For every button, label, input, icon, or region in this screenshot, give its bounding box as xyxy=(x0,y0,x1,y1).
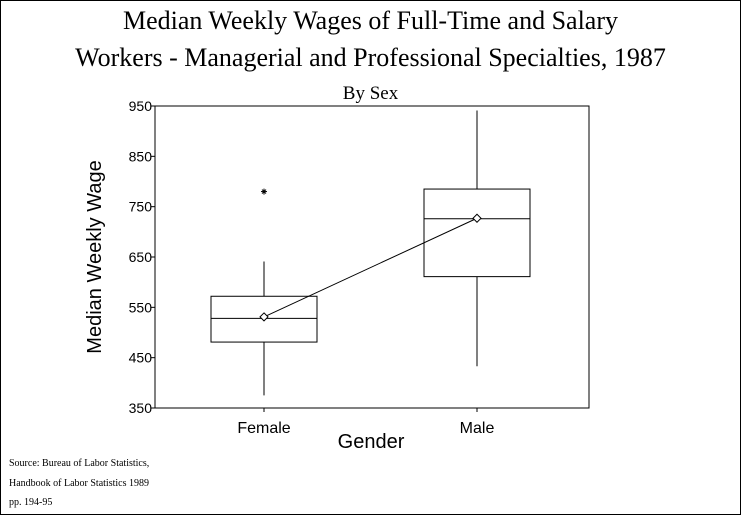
y-tick-label: 550 xyxy=(129,299,153,315)
y-tick-label: 850 xyxy=(129,148,153,164)
box-female xyxy=(210,188,318,396)
x-tick-label-male: Male xyxy=(460,420,495,437)
chart-title-line-1: Median Weekly Wages of Full-Time and Sal… xyxy=(122,6,619,35)
mean-marker-male xyxy=(472,213,482,223)
box-male xyxy=(423,110,531,367)
source-line-3: pp. 194-95 xyxy=(9,497,53,508)
y-tick-label: 650 xyxy=(129,249,153,265)
x-tick-label-female: Female xyxy=(237,420,290,437)
boxes xyxy=(210,110,531,396)
source-line-1: Source: Bureau of Labor Statistics, xyxy=(9,458,150,469)
mean-connector xyxy=(259,213,482,322)
mean-line xyxy=(263,217,478,318)
y-tick-label: 350 xyxy=(129,400,153,416)
x-axis-ticks: Female Male xyxy=(237,408,494,437)
y-tick-label: 950 xyxy=(129,98,153,114)
y-axis-title: Median Weekly Wage xyxy=(84,160,106,353)
outlier-marker xyxy=(261,188,267,195)
y-axis-ticks: 350 450 550 650 750 850 950 xyxy=(129,98,155,416)
y-tick-label: 750 xyxy=(129,199,153,215)
plot-area xyxy=(154,105,590,409)
source-line-2: Handbook of Labor Statistics 1989 xyxy=(9,478,149,489)
mean-marker-female xyxy=(259,312,269,322)
box-iqr xyxy=(210,295,318,343)
x-axis-title: Gender xyxy=(338,431,405,453)
y-tick-label: 450 xyxy=(129,350,153,366)
chart-title-line-2: Workers - Managerial and Professional Sp… xyxy=(75,43,666,72)
box-iqr xyxy=(423,188,531,278)
outlier-stroke xyxy=(261,189,267,194)
chart-subtitle: By Sex xyxy=(342,83,399,104)
